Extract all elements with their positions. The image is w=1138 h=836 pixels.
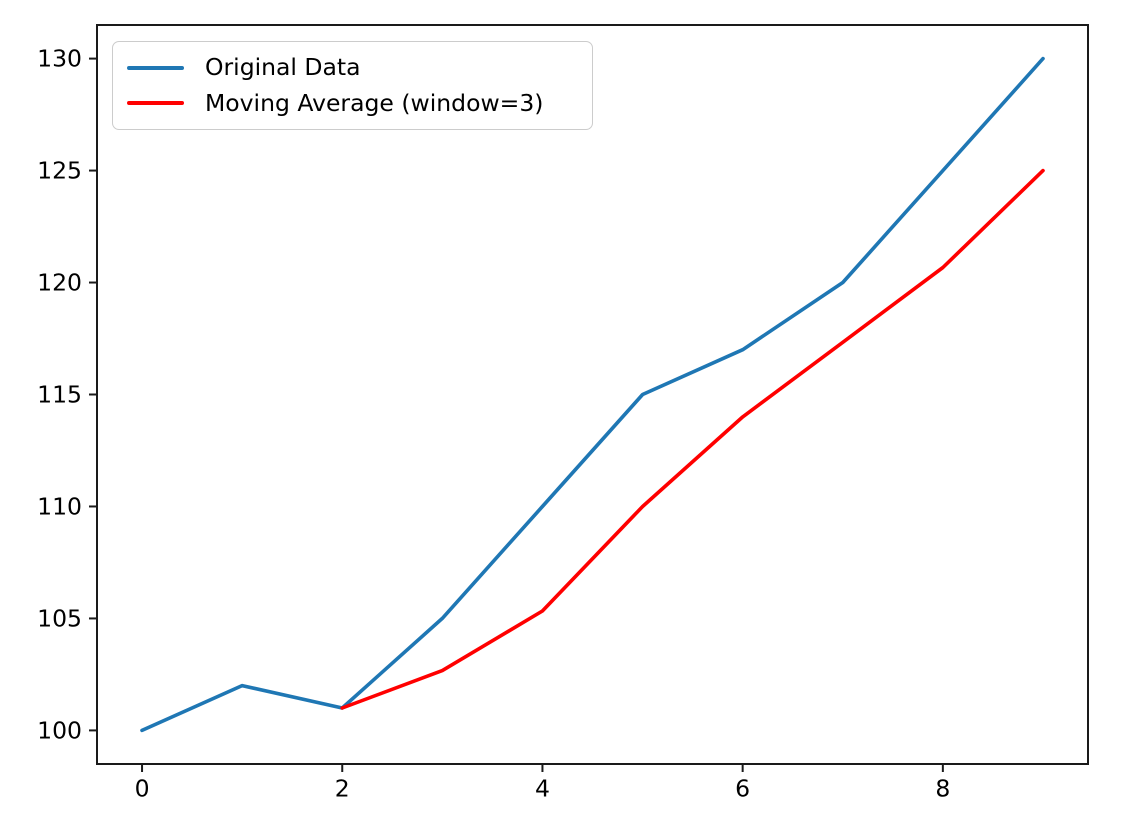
series-line-moving-average [340,168,1045,710]
x-tick-label: 2 [335,775,350,803]
legend-item-original-data: Original Data [127,52,578,81]
series-line-original-data [140,56,1045,733]
x-tick-label: 8 [935,775,950,803]
legend-label-moving-average: Moving Average (window=3) [205,88,544,117]
y-tick-label: 100 [37,716,82,744]
legend-item-moving-average: Moving Average (window=3) [127,88,578,117]
legend: Original Data Moving Average (window=3) [112,41,593,130]
y-tick-label: 125 [37,157,82,185]
legend-line-swatch-red [127,101,184,106]
legend-line-swatch-blue [127,65,184,70]
y-tick-label: 115 [37,381,82,409]
axes-frame [96,24,1089,765]
legend-label-original-data: Original Data [205,52,361,81]
x-tick-label: 6 [735,775,750,803]
y-tick-label: 130 [37,45,82,73]
x-tick-label: 4 [535,775,550,803]
y-tick-label: 105 [37,604,82,632]
x-tick-label: 0 [135,775,150,803]
y-tick-label: 120 [37,269,82,297]
y-tick-label: 110 [37,492,82,520]
